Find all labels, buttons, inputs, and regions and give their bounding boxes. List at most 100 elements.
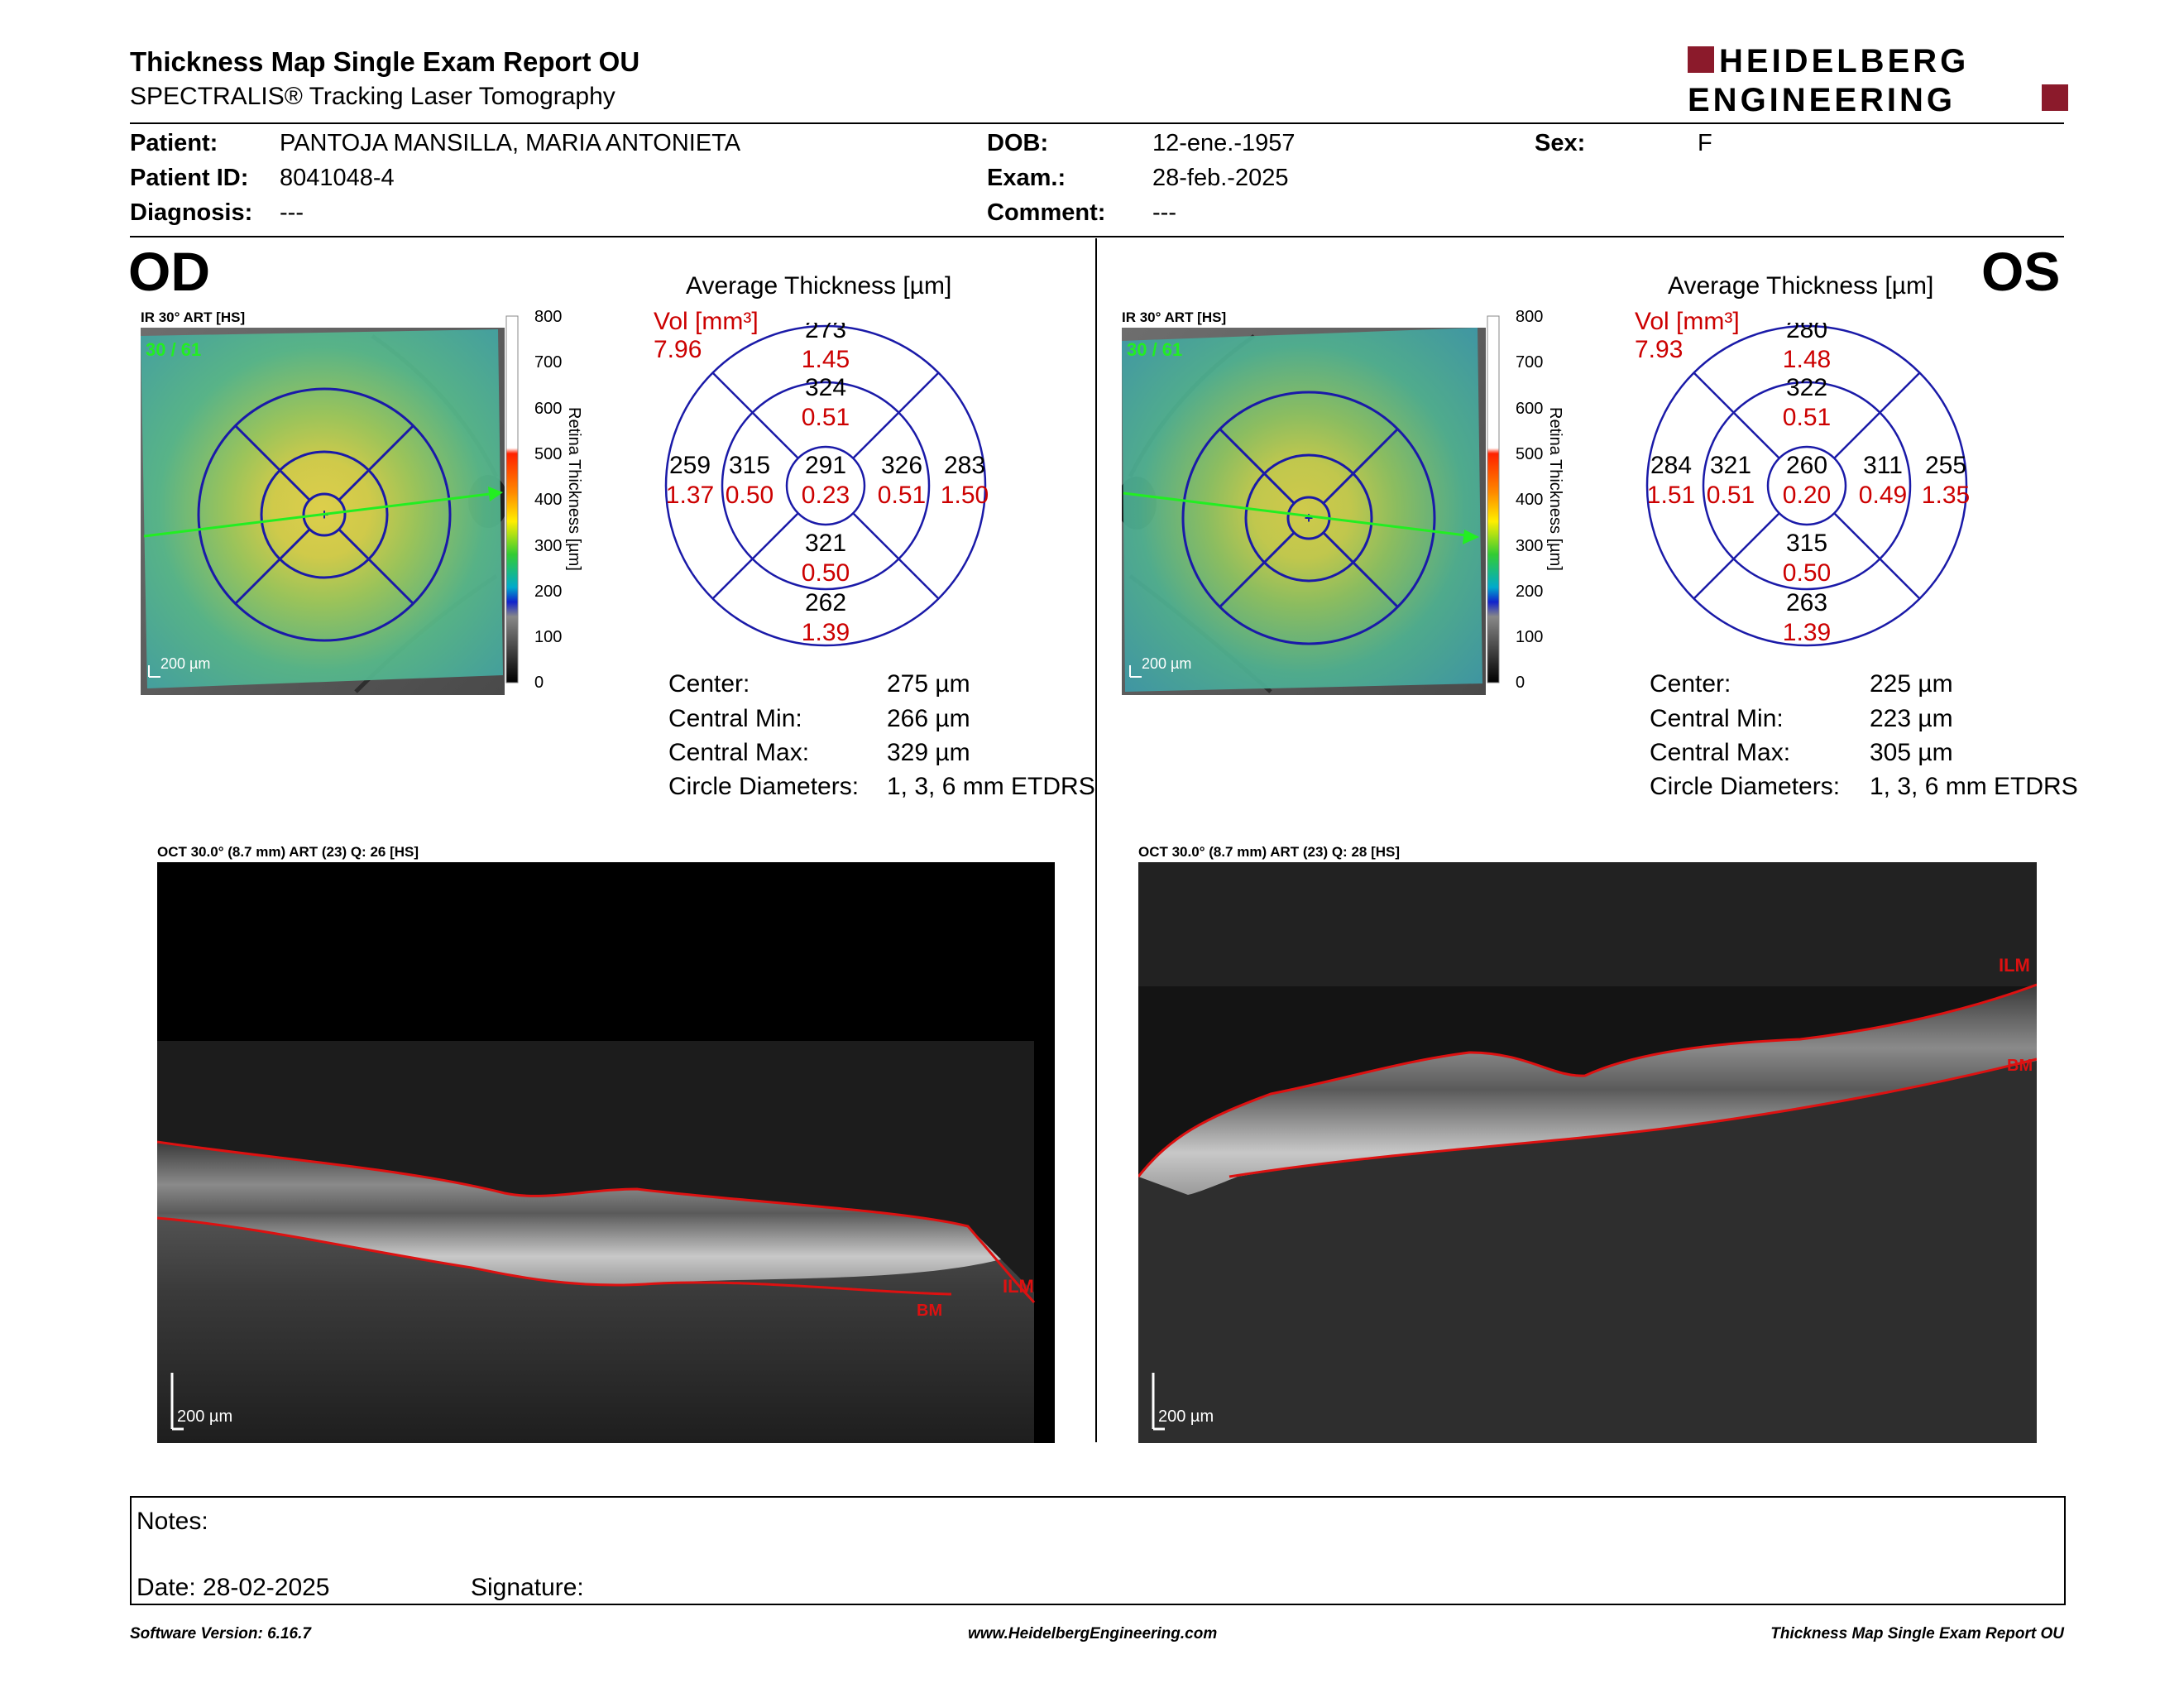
os-outer-right-volume: 1.35 [1922, 482, 1970, 509]
od-inner-bottom-volume: 0.50 [802, 559, 850, 587]
os-inner-bottom-thickness: 315 [1786, 530, 1827, 557]
os-outer-bottom-volume: 1.39 [1783, 619, 1831, 646]
patient-id-label: Patient ID: [130, 165, 249, 191]
os-outer-right-thickness: 255 [1925, 452, 1966, 479]
os-bm-label: BM [2007, 1057, 2033, 1075]
colorbar-tick: 600 [534, 400, 562, 418]
footer-report-name: Thickness Map Single Exam Report OU [1770, 1625, 2064, 1642]
colorbar-tick: 100 [534, 628, 562, 646]
od-inner-right-thickness: 326 [881, 452, 922, 479]
os-inner-left-thickness: 321 [1710, 452, 1751, 479]
colorbar-tick: 500 [534, 445, 562, 463]
od-inner-top-thickness: 324 [805, 374, 846, 401]
colorbar-tick: 200 [1516, 583, 1543, 601]
od-center-volume: 0.23 [802, 482, 850, 509]
od-ir-counter: 30 / 61 [146, 339, 201, 360]
dob-value: 12-ene.-1957 [1152, 130, 1296, 156]
patient-label: Patient: [130, 130, 218, 156]
colorbar-tick: 200 [534, 583, 562, 601]
os-min-value: 223 µm [1870, 705, 1953, 732]
colorbar-tick: 300 [1516, 537, 1543, 555]
exam-value: 28-feb.-2025 [1152, 165, 1289, 191]
header-rule-top [130, 122, 2064, 124]
od-inner-top-volume: 0.51 [802, 404, 850, 431]
od-outer-bottom-volume: 1.39 [802, 619, 850, 646]
os-outer-top-thickness: 280 [1786, 323, 1827, 343]
signature-label: Signature: [471, 1574, 584, 1601]
colorbar-tick: 500 [1516, 445, 1543, 463]
colorbar-label: Retina Thickness [µm] [565, 407, 583, 571]
os-center-value: 225 µm [1870, 670, 1953, 698]
os-fundus-thickness-map: + 30 / 61 200 µm [1122, 328, 1486, 695]
od-ilm-label: ILM [1003, 1276, 1034, 1297]
os-outer-left-volume: 1.51 [1647, 482, 1695, 509]
od-min-label: Central Min: [668, 705, 802, 732]
os-inner-bottom-volume: 0.50 [1783, 559, 1831, 587]
notes-label: Notes: [136, 1508, 208, 1535]
od-outer-left-thickness: 259 [669, 452, 711, 479]
od-min-value: 266 µm [887, 705, 970, 732]
od-max-value: 329 µm [887, 739, 970, 766]
eye-divider [1095, 238, 1097, 1442]
colorbar-tick: 800 [534, 308, 562, 326]
heidelberg-logo: HEIDELBERG ENGINEERING [1688, 43, 2068, 117]
os-diameters-label: Circle Diameters: [1650, 773, 1841, 800]
patient-id: 8041048-4 [280, 165, 395, 191]
diagnosis-value: --- [280, 199, 304, 226]
od-inner-left-thickness: 315 [729, 452, 770, 479]
footer-website-link[interactable]: www.HeidelbergEngineering.com [968, 1625, 1218, 1642]
colorbar-tick: 300 [534, 537, 562, 555]
od-outer-top-volume: 1.45 [802, 346, 850, 373]
comment-label: Comment: [987, 199, 1106, 226]
os-outer-top-volume: 1.48 [1783, 346, 1831, 373]
footer-software-version: Software Version: 6.16.7 [130, 1625, 311, 1642]
os-ilm-label: ILM [1999, 955, 2030, 976]
os-center-volume: 0.20 [1783, 482, 1831, 509]
svg-text:HEIDELBERG: HEIDELBERG [1719, 43, 1969, 79]
od-max-label: Central Max: [668, 739, 810, 766]
od-fundus-thickness-map: + 30 / 61 200 µm [141, 328, 505, 695]
od-ir-label: IR 30° ART [HS] [141, 309, 246, 325]
os-ir-counter: 30 / 61 [1127, 339, 1182, 360]
colorbar-tick: 700 [534, 353, 562, 372]
eye-os-label: OS [1981, 241, 2061, 302]
od-outer-bottom-thickness: 262 [805, 589, 846, 616]
os-ir-scale: 200 µm [1142, 655, 1191, 672]
os-thickness-colorbar: 800 700 600 500 400 300 200 100 0 Retina… [1487, 308, 1564, 692]
os-outer-bottom-thickness: 263 [1786, 589, 1827, 616]
os-inner-top-volume: 0.51 [1783, 404, 1831, 431]
od-vol-total: 7.96 [654, 336, 702, 363]
notes-box[interactable]: Notes: Date: 28-02-2025 Signature: [130, 1496, 2066, 1605]
os-vol-total: 7.93 [1635, 336, 1684, 363]
os-outer-left-thickness: 284 [1650, 452, 1692, 479]
colorbar-tick: 0 [1516, 674, 1525, 692]
os-oct-bscan: ILM BM 200 µm [1138, 862, 2037, 1443]
date-label: Date: 28-02-2025 [136, 1574, 330, 1601]
od-outer-right-thickness: 283 [944, 452, 985, 479]
os-max-label: Central Max: [1650, 739, 1791, 766]
sex-value: F [1698, 130, 1712, 156]
os-min-label: Central Min: [1650, 705, 1784, 732]
header-rule-bottom [130, 236, 2064, 237]
os-diameters-value: 1, 3, 6 mm ETDRS [1870, 773, 2078, 800]
od-ir-scale: 200 µm [160, 655, 210, 672]
od-vol-label: Vol [mm³] [654, 308, 759, 335]
os-center-thickness: 260 [1786, 452, 1827, 479]
od-center-thickness: 291 [805, 452, 846, 479]
od-oct-scale: 200 µm [177, 1407, 232, 1426]
svg-text:ENGINEERING: ENGINEERING [1688, 82, 1956, 117]
os-inner-left-volume: 0.51 [1707, 482, 1755, 509]
od-etdrs-grid: 273 1.45 324 0.51 291 0.23 315 0.50 326 … [664, 323, 989, 647]
colorbar-tick: 400 [534, 491, 562, 509]
os-center-label: Center: [1650, 670, 1731, 698]
od-inner-right-volume: 0.51 [878, 482, 926, 509]
colorbar-tick: 400 [1516, 491, 1543, 509]
od-oct-bscan: ILM BM 200 µm [157, 862, 1055, 1443]
colorbar-tick: 700 [1516, 353, 1543, 372]
od-inner-left-volume: 0.50 [726, 482, 774, 509]
os-oct-label: OCT 30.0° (8.7 mm) ART (23) Q: 28 [HS] [1138, 844, 1401, 860]
od-outer-right-volume: 1.50 [941, 482, 989, 509]
comment-value: --- [1152, 199, 1176, 226]
sex-label: Sex: [1535, 130, 1586, 156]
od-outer-top-thickness: 273 [805, 323, 846, 343]
